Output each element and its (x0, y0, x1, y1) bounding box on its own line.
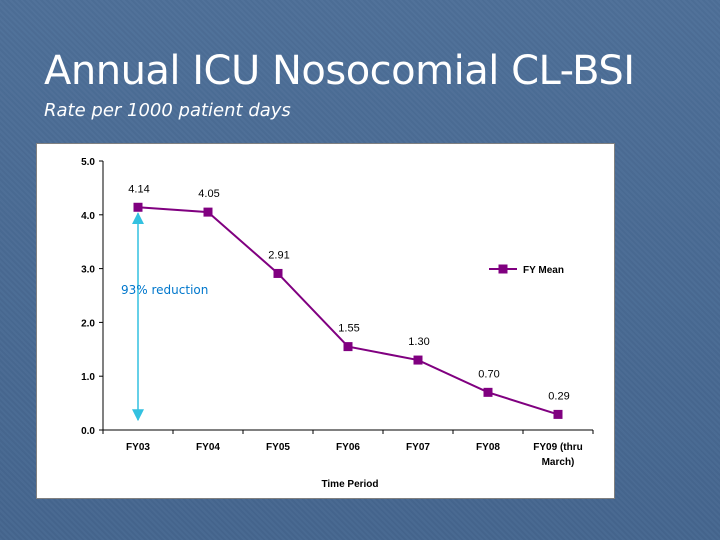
data-point (343, 342, 353, 352)
reduction-annotation: 93% reduction (121, 212, 208, 422)
data-point (483, 387, 493, 397)
legend-marker (498, 264, 508, 274)
x-axis-ticks: FY03 FY04 FY05 FY06 FY07 FY08 FY09 (thru March) (102, 430, 594, 468)
y-axis-ticks: 0.0 1.0 2.0 3.0 4.0 5.0 (81, 157, 103, 437)
x-tick-label: FY06 (336, 442, 360, 453)
x-tick-label: FY04 (196, 442, 220, 453)
chart-legend: FY Mean (489, 264, 564, 276)
slide-title: Annual ICU Nosocomial CL-BSI (44, 48, 635, 94)
x-tick-label: FY07 (406, 442, 430, 453)
x-tick-label: FY03 (126, 442, 150, 453)
data-point (203, 207, 213, 217)
line-chart: 0.01.02.03.04.05.0 FY03 FY04 FY05 FY06 FY07 F… (81, 157, 594, 490)
x-tick-label: FY09 (thru March) (533, 442, 582, 468)
chart-axes (102, 161, 593, 431)
data-point (133, 202, 143, 212)
x-axis-title: Time Period (321, 479, 378, 490)
data-label: 1.55 (338, 323, 359, 335)
slide-subtitle: Rate per 1000 patient days (44, 100, 291, 121)
data-label: 4.05 (198, 188, 219, 200)
y-tick-label: 5.0 (81, 157, 95, 168)
y-tick-label: 2.0 (81, 318, 95, 329)
data-point (413, 355, 423, 365)
legend-label: FY Mean (523, 265, 564, 276)
data-label: 1.30 (408, 336, 429, 348)
y-tick-label: 0.0 (81, 426, 95, 437)
data-label: 0.29 (548, 390, 569, 402)
data-point (273, 268, 283, 278)
y-tick-label: 4.0 (81, 211, 95, 222)
data-labels: 4.14 4.05 2.91 1.55 1.30 0.70 0.29 (128, 183, 569, 402)
series-line (137, 206, 559, 416)
x-tick-label: FY05 (266, 442, 290, 453)
data-label: 0.70 (478, 368, 499, 380)
y-tick-label: 1.0 (81, 372, 95, 383)
annotation-label: 93% reduction (121, 283, 208, 297)
data-label: 2.91 (268, 249, 289, 261)
x-tick-label: FY08 (476, 442, 500, 453)
chart-frame: 0.0 1.0 2.0 3.0 4.0 5.0 FY03 FY04 FY05 FY06 FY07 F… (36, 143, 615, 499)
series-fy-mean (133, 202, 563, 419)
y-tick-label: 3.0 (81, 265, 95, 276)
data-label: 4.14 (128, 183, 149, 195)
data-point (553, 409, 563, 419)
